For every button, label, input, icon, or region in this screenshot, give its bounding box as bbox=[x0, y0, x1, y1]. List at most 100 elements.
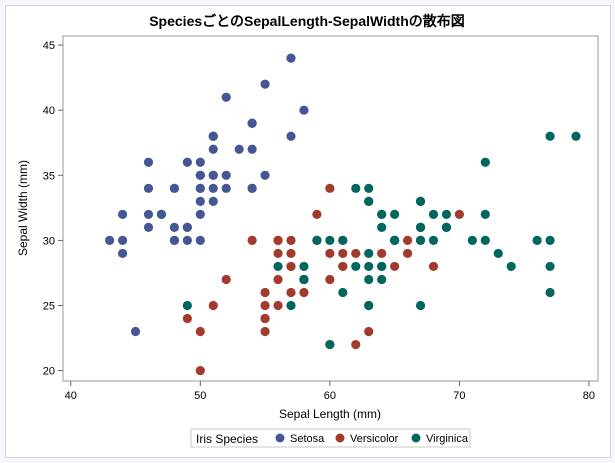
series-virginica bbox=[182, 131, 581, 350]
data-point bbox=[117, 235, 128, 245]
data-point bbox=[208, 131, 218, 141]
data-point bbox=[364, 248, 374, 259]
data-point bbox=[286, 287, 296, 298]
data-point bbox=[208, 144, 218, 154]
y-tick-label: 35 bbox=[43, 170, 55, 182]
data-point bbox=[480, 235, 490, 245]
data-point bbox=[467, 235, 477, 245]
data-point bbox=[286, 235, 296, 245]
data-point bbox=[208, 300, 218, 311]
data-point bbox=[428, 209, 439, 219]
legend: Iris Species Setosa Versicolor Virginica bbox=[190, 428, 471, 448]
data-point bbox=[195, 209, 205, 219]
series-versicolor bbox=[182, 183, 464, 376]
data-point bbox=[351, 261, 361, 272]
data-point bbox=[338, 248, 348, 259]
data-point bbox=[273, 300, 283, 311]
data-point bbox=[325, 274, 335, 285]
y-axis-label: Sepal Width (mm) bbox=[16, 160, 30, 256]
data-point bbox=[351, 183, 361, 193]
data-point bbox=[208, 170, 218, 180]
x-axis-label: Sepal Length (mm) bbox=[279, 407, 381, 421]
data-point bbox=[312, 235, 322, 245]
data-point bbox=[143, 183, 154, 193]
legend-marker bbox=[335, 433, 345, 443]
data-point bbox=[351, 339, 361, 350]
data-point bbox=[338, 261, 348, 272]
data-point bbox=[221, 170, 231, 180]
x-tick-label: 50 bbox=[194, 390, 206, 402]
data-point bbox=[247, 118, 257, 128]
data-point bbox=[195, 365, 205, 376]
data-point bbox=[182, 222, 192, 232]
data-point bbox=[338, 287, 348, 298]
data-point bbox=[195, 183, 205, 193]
data-point bbox=[182, 157, 192, 167]
data-point bbox=[338, 235, 348, 245]
data-point bbox=[325, 235, 335, 245]
data-point bbox=[441, 222, 452, 232]
data-point bbox=[493, 248, 503, 259]
data-point bbox=[480, 157, 490, 167]
y-tick-label: 45 bbox=[43, 40, 55, 52]
data-point bbox=[169, 183, 180, 193]
data-point bbox=[247, 235, 257, 245]
data-point bbox=[299, 287, 309, 298]
data-point bbox=[454, 209, 464, 219]
data-point bbox=[286, 53, 296, 63]
data-point bbox=[377, 222, 387, 232]
data-point bbox=[364, 183, 374, 193]
data-point bbox=[377, 209, 387, 219]
data-point bbox=[312, 209, 322, 219]
data-point bbox=[286, 261, 296, 272]
data-point bbox=[169, 222, 180, 232]
y-tick-label: 40 bbox=[43, 105, 55, 117]
chart-title: SpeciesごとのSepalLength-SepalWidthの散布図 bbox=[149, 13, 465, 29]
data-point bbox=[415, 222, 426, 232]
data-point bbox=[415, 300, 426, 311]
data-point bbox=[545, 261, 555, 272]
data-point bbox=[260, 300, 270, 311]
data-point bbox=[195, 235, 205, 245]
data-point bbox=[143, 157, 154, 167]
data-point bbox=[273, 261, 283, 272]
data-point bbox=[105, 235, 115, 245]
data-point bbox=[532, 235, 542, 245]
data-point bbox=[182, 313, 192, 324]
data-point bbox=[390, 209, 400, 219]
data-point bbox=[221, 183, 231, 193]
data-point bbox=[325, 248, 335, 259]
data-point bbox=[221, 92, 231, 102]
plot-area bbox=[62, 35, 599, 382]
data-point bbox=[364, 326, 374, 337]
data-point bbox=[286, 131, 296, 141]
data-point bbox=[221, 274, 231, 285]
data-point bbox=[364, 196, 374, 206]
data-point bbox=[260, 326, 270, 337]
data-point bbox=[364, 274, 374, 285]
legend-marker bbox=[411, 433, 421, 443]
data-point bbox=[364, 261, 374, 272]
chart-container bbox=[5, 5, 611, 458]
y-tick-label: 20 bbox=[43, 366, 55, 378]
legend-label: Setosa bbox=[290, 433, 325, 445]
data-point bbox=[195, 157, 205, 167]
data-point bbox=[325, 339, 335, 350]
data-point bbox=[428, 235, 439, 245]
data-point bbox=[117, 248, 128, 259]
data-point bbox=[286, 248, 296, 259]
data-point bbox=[390, 235, 400, 245]
data-point bbox=[545, 131, 555, 141]
data-point bbox=[234, 144, 244, 154]
data-point bbox=[195, 170, 205, 180]
data-point bbox=[143, 222, 154, 232]
data-point bbox=[506, 261, 516, 272]
data-point bbox=[299, 261, 309, 272]
legend-title: Iris Species bbox=[196, 432, 258, 446]
data-point bbox=[545, 235, 555, 245]
data-point bbox=[390, 261, 400, 272]
y-tick-label: 30 bbox=[43, 235, 55, 247]
data-point bbox=[130, 326, 141, 337]
data-point bbox=[247, 183, 257, 193]
